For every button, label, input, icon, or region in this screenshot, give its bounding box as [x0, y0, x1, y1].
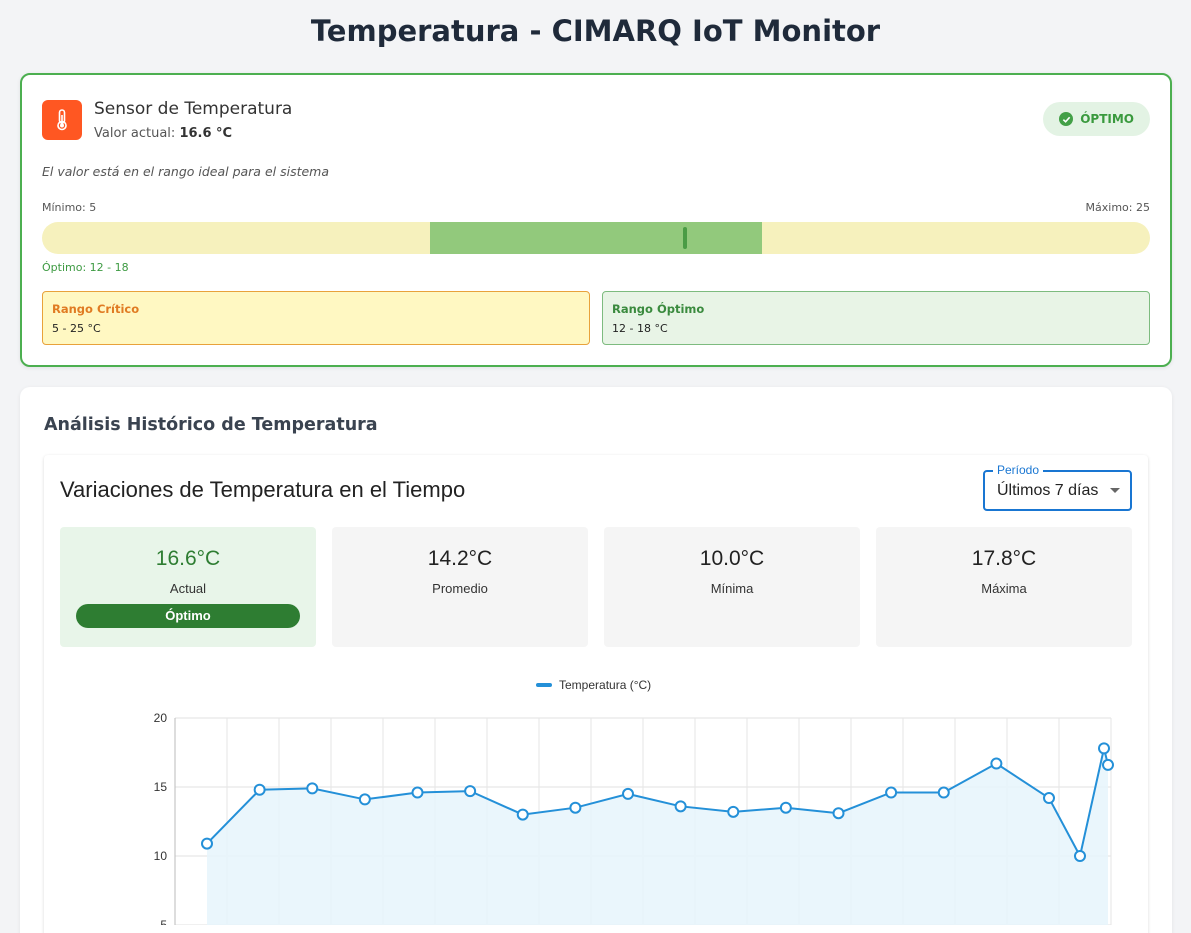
stat-value: 14.2°C	[427, 547, 493, 570]
stat-minimum: 10.0°C Mínima	[604, 527, 860, 647]
y-tick-label: 15	[154, 780, 168, 794]
series-line	[206, 748, 1109, 859]
current-value-marker	[682, 227, 687, 249]
stat-value: 10.0°C	[699, 547, 765, 570]
sensor-name: Sensor de Temperatura	[94, 99, 293, 119]
chart-card: Variaciones de Temperatura en el Tiempo …	[44, 455, 1148, 933]
critical-range-box: Rango Crítico 5 - 25 °C	[42, 291, 590, 345]
data-point	[937, 786, 950, 799]
sensor-card: Sensor de Temperatura Valor actual: 16.6…	[20, 73, 1172, 367]
data-point	[569, 801, 582, 814]
data-point	[253, 783, 266, 796]
thermometer-icon	[42, 100, 82, 140]
sensor-description: El valor está en el rango ideal para el …	[42, 164, 330, 179]
data-point	[358, 793, 371, 806]
y-tick-label: 20	[154, 711, 168, 725]
data-point	[201, 837, 213, 850]
legend-swatch	[536, 683, 552, 687]
temperature-line-chart: Temperatura (°C) 20 15 10 5	[154, 678, 1114, 925]
data-point	[464, 785, 477, 798]
data-point	[411, 786, 424, 799]
data-point	[674, 800, 687, 813]
stat-label: Promedio	[432, 581, 488, 596]
critical-range-value: 5 - 25 °C	[52, 322, 101, 335]
period-label: Período	[993, 463, 1044, 477]
optimal-range-box: Rango Óptimo 12 - 18 °C	[602, 291, 1150, 345]
history-title: Análisis Histórico de Temperatura	[44, 415, 378, 435]
stat-label: Mínima	[710, 581, 754, 596]
data-point	[832, 807, 845, 820]
status-badge: ÓPTIMO	[1043, 102, 1150, 136]
data-point	[727, 805, 740, 818]
stat-label: Máxima	[981, 581, 1027, 596]
critical-range-title: Rango Crítico	[52, 302, 140, 316]
data-point	[1074, 850, 1086, 862]
data-point	[1098, 742, 1110, 755]
optimal-range-title: Rango Óptimo	[612, 302, 705, 316]
data-point	[306, 782, 319, 795]
chart-heading: Variaciones de Temperatura en el Tiempo	[60, 477, 466, 502]
stat-label: Actual	[169, 581, 207, 596]
data-point	[779, 801, 792, 814]
stat-value: 16.6°C	[155, 547, 221, 570]
optimal-range-segment	[429, 222, 763, 254]
stat-value: 17.8°C	[971, 547, 1037, 570]
min-label: Mínimo: 5	[42, 201, 97, 214]
y-tick-label: 10	[154, 849, 168, 863]
range-bar	[42, 222, 1150, 254]
sensor-current-value: Valor actual: 16.6 °C	[94, 126, 233, 141]
optimal-label: Óptimo: 12 - 18	[42, 261, 129, 274]
data-point	[1102, 758, 1114, 771]
history-card: Análisis Histórico de Temperatura Variac…	[20, 387, 1172, 933]
caret-down-icon	[1110, 488, 1120, 493]
stat-actual: 16.6°C Actual Óptimo	[60, 527, 316, 647]
area-fill	[207, 748, 1108, 925]
data-point	[622, 787, 634, 800]
max-label: Máximo: 25	[1085, 201, 1150, 214]
status-text: ÓPTIMO	[1080, 112, 1134, 126]
period-value: Últimos 7 días	[997, 482, 1099, 499]
optimal-range-value: 12 - 18 °C	[612, 322, 668, 335]
stat-average: 14.2°C Promedio	[332, 527, 588, 647]
data-point	[516, 808, 529, 821]
stat-maximum: 17.8°C Máxima	[876, 527, 1132, 647]
check-circle-icon	[1059, 112, 1074, 126]
data-point	[1043, 792, 1055, 805]
page-title: Temperatura - CIMARQ IoT Monitor	[310, 14, 881, 48]
period-select[interactable]: Período Últimos 7 días	[983, 463, 1132, 511]
y-tick-label: 5	[160, 918, 167, 925]
legend-label: Temperatura (°C)	[559, 678, 651, 692]
status-chip: Óptimo	[76, 604, 300, 628]
data-point	[885, 786, 898, 799]
data-point	[990, 757, 1003, 770]
